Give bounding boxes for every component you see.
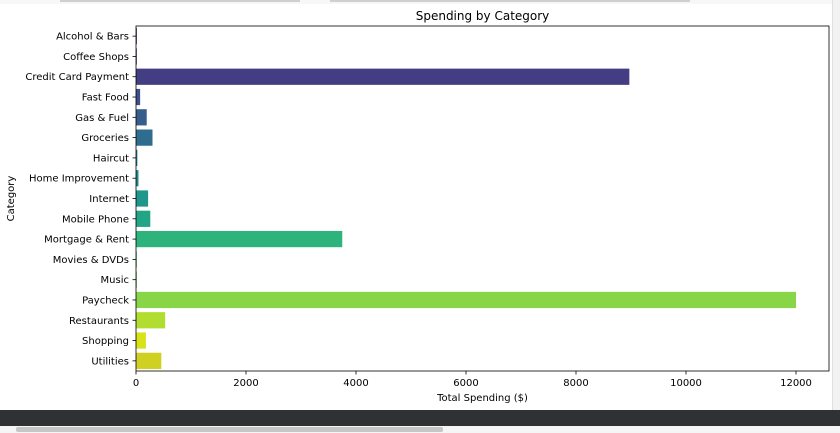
bar [136, 271, 137, 288]
y-tick-label: Alcohol & Bars [56, 32, 129, 43]
y-tick-label: Fast Food [82, 93, 129, 104]
y-tick-label: Mobile Phone [62, 214, 129, 225]
top-strip [0, 0, 840, 4]
y-ticks-group: Alcohol & Bars Coffee Shops Credit Card Pa… [25, 32, 136, 367]
bars-group [136, 28, 796, 369]
bar [136, 352, 162, 369]
bar [136, 28, 137, 45]
bar [136, 149, 138, 167]
scrollbar-thumb[interactable] [16, 427, 443, 432]
bar [136, 291, 796, 309]
y-tick-label: Utilities [91, 356, 129, 367]
bar [136, 129, 153, 146]
bar [136, 109, 147, 126]
y-tick-label: Shopping [82, 336, 129, 347]
x-tick-label: 8000 [563, 378, 588, 389]
horizontal-scrollbar[interactable] [0, 426, 840, 433]
y-tick-label: Restaurants [69, 316, 129, 327]
y-tick-label: Credit Card Payment [25, 72, 129, 83]
output-divider-bar [0, 410, 840, 426]
x-tick-label: 4000 [343, 378, 368, 389]
y-tick-label: Coffee Shops [63, 52, 129, 63]
bar [136, 210, 151, 227]
bar [136, 68, 630, 85]
x-tick-label: 2000 [233, 378, 258, 389]
y-tick-label: Gas & Fuel [75, 113, 129, 124]
y-tick-label: Music [101, 275, 129, 286]
y-tick-label: Groceries [81, 133, 129, 144]
x-axis-label: Total Spending ($) [436, 393, 528, 404]
x-ticks-group: 0 2000 4000 6000 8000 10000 12000 [133, 371, 812, 389]
panel-edge [832, 0, 840, 410]
y-tick-label: Home Improvement [29, 174, 129, 185]
y-tick-label: Internet [89, 194, 129, 205]
x-tick-label: 0 [133, 378, 139, 389]
x-tick-label: 6000 [453, 378, 478, 389]
bar-chart: Alcohol & Bars Coffee Shops Credit Card Pa… [6, 9, 830, 404]
bar [136, 230, 343, 248]
y-axis-label: Category [6, 176, 17, 222]
x-tick-label: 10000 [670, 378, 702, 389]
clipped-content [60, 0, 300, 2]
bar [136, 190, 149, 207]
y-tick-label: Movies & DVDs [53, 255, 129, 266]
x-tick-label: 12000 [780, 378, 812, 389]
y-tick-label: Paycheck [82, 295, 129, 306]
chart-title: Spending by Category [416, 9, 550, 23]
bar [136, 332, 146, 349]
clipped-content [330, 0, 690, 2]
y-tick-label: Haircut [93, 153, 129, 164]
bar [136, 170, 139, 187]
bar [136, 312, 166, 329]
bar [136, 88, 141, 106]
y-tick-label: Mortgage & Rent [44, 235, 129, 246]
